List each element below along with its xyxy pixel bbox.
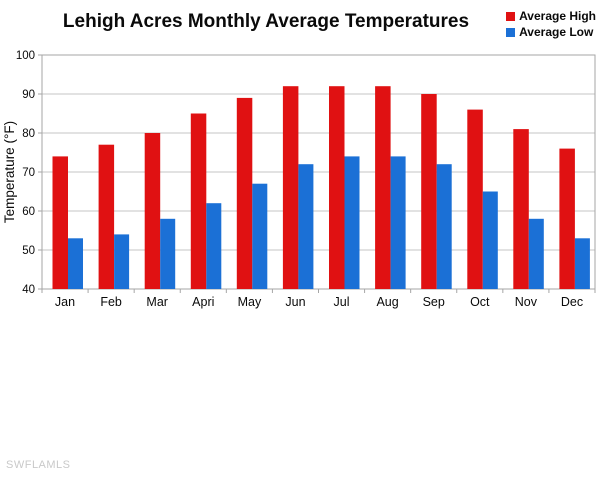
bar-high-apri	[190, 113, 207, 289]
bar-low-mar	[160, 218, 176, 289]
x-tick-label: Jun	[285, 295, 305, 309]
bar-high-nov	[513, 129, 529, 289]
bar-low-oct	[482, 191, 498, 289]
bar-low-sep	[436, 164, 452, 289]
x-tick-label: Jan	[55, 295, 75, 309]
bar-low-nov	[528, 218, 544, 289]
legend-item-average-high: Average High	[506, 10, 596, 23]
x-tick-label: Jul	[334, 295, 350, 309]
x-tick-label: May	[238, 295, 262, 309]
legend-label-average-low: Average Low	[519, 25, 594, 39]
x-tick-label: Aug	[376, 295, 398, 309]
x-tick-label: Feb	[100, 295, 122, 309]
bar-high-jul	[329, 86, 345, 289]
bar-high-sep	[421, 94, 437, 289]
bar-low-jul	[344, 156, 360, 289]
bar-high-feb	[98, 144, 115, 289]
bar-high-aug	[375, 86, 391, 289]
bar-high-mar	[144, 133, 161, 289]
bar-low-feb	[114, 234, 130, 289]
legend-swatch-low-icon	[506, 28, 516, 37]
bar-high-oct	[467, 109, 483, 289]
y-tick-label: 50	[22, 245, 35, 257]
legend-item-average-low: Average Low	[506, 26, 596, 39]
bar-high-jan	[52, 156, 68, 289]
legend-label-average-high: Average High	[519, 9, 596, 23]
bar-high-may	[236, 97, 253, 290]
bar-high-dec	[559, 148, 575, 289]
x-tick-label: Sep	[423, 295, 445, 309]
watermark: SWFLAMLS	[6, 459, 71, 471]
x-tick-label: Oct	[470, 295, 490, 309]
y-tick-label: 40	[22, 284, 35, 296]
x-tick-label: Dec	[561, 295, 583, 309]
bar-low-jan	[68, 238, 83, 289]
bar-low-apri	[206, 203, 222, 289]
chart-title: Lehigh Acres Monthly Average Temperature…	[62, 11, 470, 32]
bar-low-jun	[298, 164, 314, 289]
y-tick-label: 100	[16, 50, 35, 62]
bar-high-jun	[282, 86, 299, 289]
y-tick-label: 70	[22, 167, 35, 179]
x-tick-label: Apri	[192, 295, 214, 309]
y-tick-label: 90	[22, 89, 35, 101]
bar-low-may	[252, 183, 268, 289]
legend-swatch-high-icon	[506, 12, 516, 21]
x-tick-label: Nov	[515, 295, 538, 309]
legend: Average High Average Low	[506, 10, 596, 39]
bar-low-dec	[574, 238, 590, 289]
y-tick-label: 60	[22, 206, 35, 218]
bar-low-aug	[390, 156, 406, 289]
y-tick-label: 80	[22, 128, 35, 140]
x-tick-label: Mar	[146, 295, 168, 309]
